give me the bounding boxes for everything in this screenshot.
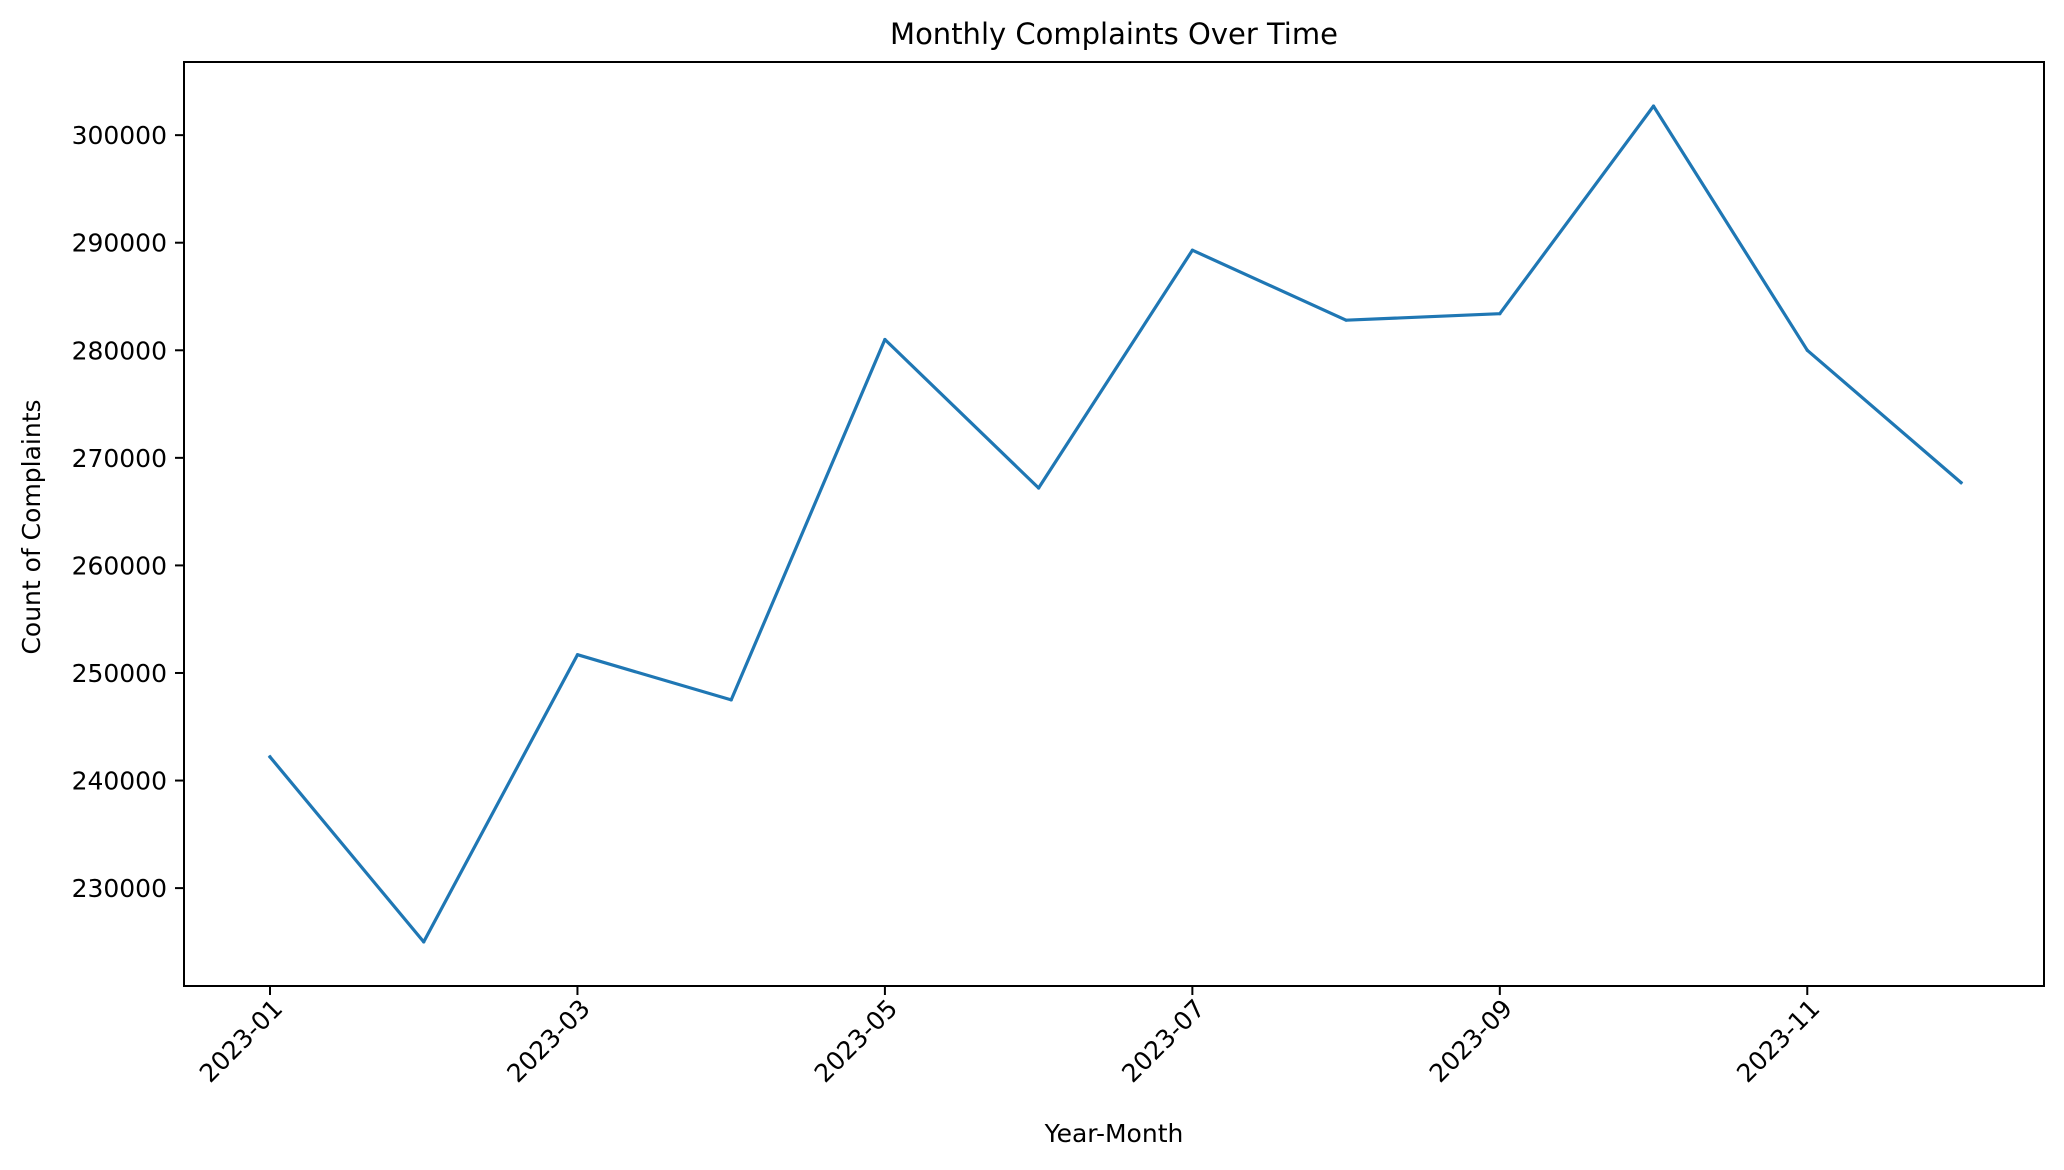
y-tick-label: 300000: [72, 121, 167, 150]
y-tick-label: 280000: [72, 336, 167, 365]
chart-title: Monthly Complaints Over Time: [890, 17, 1338, 51]
data-point: [1498, 312, 1502, 316]
y-tick-label: 240000: [72, 767, 167, 796]
plot-frame: [183, 61, 2045, 987]
x-tick-label: 2023-09: [1424, 994, 1518, 1088]
data-point: [729, 698, 733, 702]
data-point: [575, 653, 580, 657]
x-axis-label: Year-Month: [1044, 1119, 1184, 1148]
y-axis-label: Count of Complaints: [17, 399, 46, 654]
x-tick-label: 2023-11: [1731, 994, 1825, 1088]
y-tick-label: 250000: [72, 659, 167, 688]
plot-area: 230000 240000 250000 260000 270000 280000 2900…: [72, 61, 2045, 1088]
x-tick-label: 2023-03: [501, 994, 595, 1088]
data-point: [422, 940, 426, 944]
data-point: [1344, 318, 1348, 322]
x-tick-label: 2023-05: [809, 994, 903, 1088]
data-point: [883, 337, 887, 342]
data-point: [1959, 480, 1963, 485]
y-tick-label: 290000: [72, 229, 167, 258]
data-point: [1037, 486, 1041, 490]
x-tick-label: 2023-07: [1116, 994, 1210, 1088]
data-point: [268, 755, 272, 759]
data-point: [1651, 104, 1656, 108]
series-line: [267, 104, 1964, 944]
x-tick-label: 2023-01: [194, 994, 288, 1088]
data-point: [1190, 248, 1194, 252]
y-tick-label: 230000: [72, 874, 167, 903]
y-tick-label: 260000: [72, 551, 167, 580]
y-tick-label: 270000: [72, 444, 167, 473]
data-point: [1805, 348, 1809, 352]
